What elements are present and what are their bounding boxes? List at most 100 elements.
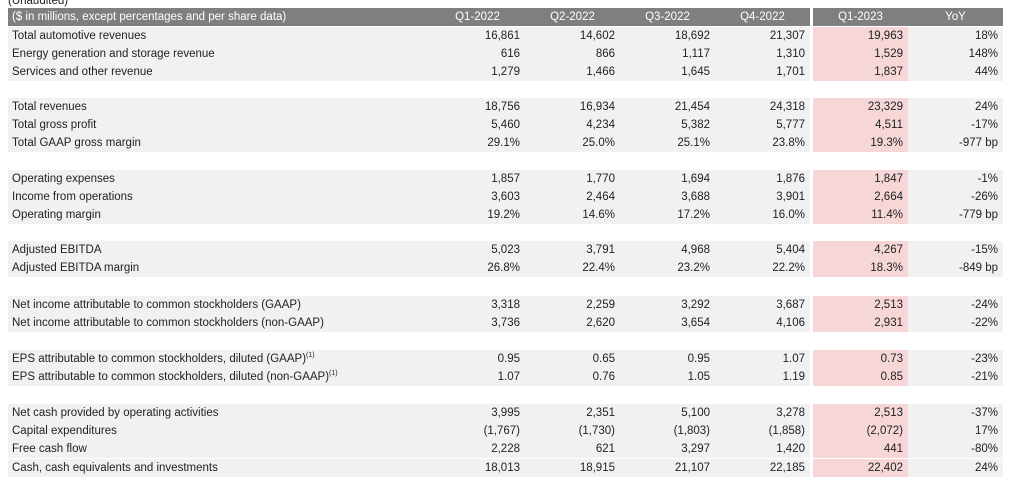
value-cell: 1,694 bbox=[620, 170, 715, 188]
value-cell: 0.85 bbox=[813, 368, 908, 387]
value-cell: 19.2% bbox=[430, 206, 525, 225]
label-text: Cash, cash equivalents and investments bbox=[12, 461, 218, 474]
value-cell: 1,857 bbox=[430, 170, 525, 188]
value-cell: 3,736 bbox=[430, 314, 525, 333]
value-cell: 1,420 bbox=[715, 440, 810, 459]
row-label: Services and other revenue bbox=[8, 63, 430, 82]
value-cell: 5,023 bbox=[430, 241, 525, 259]
value-cell: 2,513 bbox=[813, 296, 908, 314]
value-cell: 14,602 bbox=[525, 27, 620, 45]
value-cell: 3,687 bbox=[715, 296, 810, 314]
value-cell: 4,267 bbox=[813, 241, 908, 259]
value-cell: 2,464 bbox=[525, 188, 620, 207]
label-text: Total gross profit bbox=[12, 119, 97, 132]
label-text: Operating expenses bbox=[12, 173, 115, 185]
value-cell: 2,513 bbox=[813, 404, 908, 422]
value-cell: 3,278 bbox=[715, 404, 810, 422]
value-cell: 2,351 bbox=[525, 404, 620, 422]
value-cell: 17.2% bbox=[620, 206, 715, 225]
value-cell: 22.4% bbox=[525, 259, 620, 278]
value-cell: -37% bbox=[908, 404, 1003, 422]
value-cell: 3,688 bbox=[620, 188, 715, 207]
value-cell: 3,995 bbox=[430, 404, 525, 422]
value-cell: 1,770 bbox=[525, 170, 620, 188]
value-cell: 1,529 bbox=[813, 45, 908, 64]
value-cell: 1,837 bbox=[813, 63, 908, 82]
value-cell: 24% bbox=[908, 98, 1003, 116]
value-cell: 1,466 bbox=[525, 63, 620, 82]
value-cell: 11.4% bbox=[813, 206, 908, 225]
value-cell: -23% bbox=[908, 350, 1003, 368]
row-label: Total GAAP gross margin bbox=[8, 134, 430, 153]
value-cell: 22,185 bbox=[715, 458, 810, 477]
value-cell: 4,106 bbox=[715, 314, 810, 333]
row-label: Income from operations bbox=[8, 188, 430, 207]
value-cell: (1,767) bbox=[430, 422, 525, 441]
value-cell: 5,100 bbox=[620, 404, 715, 422]
value-cell: 44% bbox=[908, 63, 1003, 82]
value-cell: 22,402 bbox=[813, 458, 908, 477]
label-text: Adjusted EBITDA margin bbox=[12, 262, 140, 275]
value-cell: 21,454 bbox=[620, 98, 715, 116]
label-text: Services and other revenue bbox=[12, 66, 153, 79]
row-label: Net cash provided by operating activitie… bbox=[8, 404, 430, 422]
value-cell: 5,460 bbox=[430, 116, 525, 135]
value-cell: 18,915 bbox=[525, 458, 620, 477]
value-cell: -80% bbox=[908, 440, 1003, 459]
value-cell: 1,310 bbox=[715, 45, 810, 64]
value-cell: 23.2% bbox=[620, 259, 715, 278]
label-text: Net cash provided by operating activitie… bbox=[12, 407, 219, 419]
value-cell: 18,756 bbox=[430, 98, 525, 116]
label-text: Total automotive revenues bbox=[12, 30, 147, 42]
value-cell: -21% bbox=[908, 368, 1003, 387]
value-cell: 1,645 bbox=[620, 63, 715, 82]
value-cell: 18% bbox=[908, 27, 1003, 45]
value-cell: 5,404 bbox=[715, 241, 810, 259]
header-cell: Q1-2022 bbox=[430, 8, 525, 26]
footnote-mark: (1) bbox=[306, 352, 315, 360]
value-cell: 26.8% bbox=[430, 259, 525, 278]
value-cell: 25.1% bbox=[620, 134, 715, 153]
value-cell: 17% bbox=[908, 422, 1003, 441]
value-cell: 16,861 bbox=[430, 27, 525, 45]
value-cell: (1,730) bbox=[525, 422, 620, 441]
value-cell: 23,329 bbox=[813, 98, 908, 116]
value-cell: 4,968 bbox=[620, 241, 715, 259]
row-label: Energy generation and storage revenue bbox=[8, 45, 430, 64]
value-cell: 0.65 bbox=[525, 350, 620, 368]
value-cell: 2,664 bbox=[813, 188, 908, 207]
value-cell: 2,228 bbox=[430, 440, 525, 459]
value-cell: (2,072) bbox=[813, 422, 908, 441]
value-cell: (1,803) bbox=[620, 422, 715, 441]
label-text: Operating margin bbox=[12, 209, 101, 222]
value-cell: -24% bbox=[908, 296, 1003, 314]
value-cell: 1,117 bbox=[620, 45, 715, 64]
value-cell: -1% bbox=[908, 170, 1003, 188]
value-cell: 0.76 bbox=[525, 368, 620, 387]
value-cell: 2,259 bbox=[525, 296, 620, 314]
value-cell: 24,318 bbox=[715, 98, 810, 116]
label-text: Capital expenditures bbox=[12, 425, 117, 438]
value-cell: 3,654 bbox=[620, 314, 715, 333]
value-cell: 1.07 bbox=[715, 350, 810, 368]
value-cell: 0.95 bbox=[430, 350, 525, 368]
label-text: Income from operations bbox=[12, 191, 133, 204]
row-label: EPS attributable to common stockholders,… bbox=[8, 350, 430, 368]
value-cell: 3,603 bbox=[430, 188, 525, 207]
row-label: Net income attributable to common stockh… bbox=[8, 296, 430, 314]
label-text: EPS attributable to common stockholders,… bbox=[12, 371, 330, 384]
caption: (Unaudited) bbox=[8, 0, 69, 7]
value-cell: 19.3% bbox=[813, 134, 908, 153]
value-cell: 4,511 bbox=[813, 116, 908, 135]
value-cell: 2,620 bbox=[525, 314, 620, 333]
value-cell: 616 bbox=[430, 45, 525, 64]
value-cell: 16.0% bbox=[715, 206, 810, 225]
row-label: EPS attributable to common stockholders,… bbox=[8, 368, 430, 387]
value-cell: 25.0% bbox=[525, 134, 620, 153]
row-label: Adjusted EBITDA bbox=[8, 241, 430, 259]
value-cell: 22.2% bbox=[715, 259, 810, 278]
label-text: Energy generation and storage revenue bbox=[12, 48, 215, 61]
value-cell: -22% bbox=[908, 314, 1003, 333]
value-cell: 3,318 bbox=[430, 296, 525, 314]
